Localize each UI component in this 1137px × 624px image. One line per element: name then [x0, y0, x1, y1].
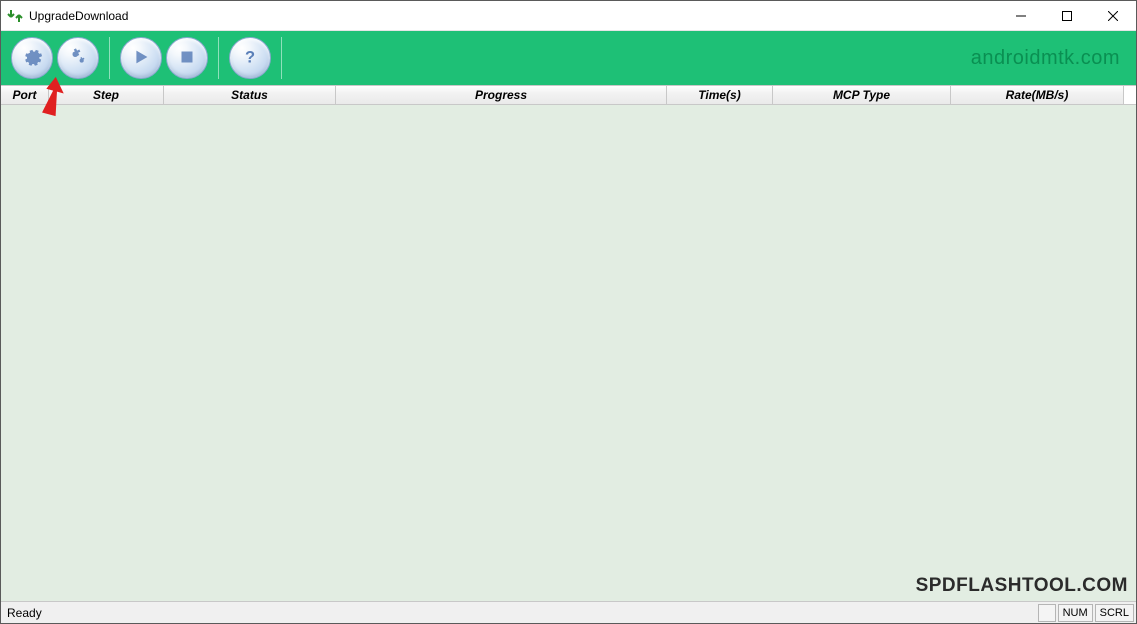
- maximize-button[interactable]: [1044, 1, 1090, 30]
- toolbar-separator: [109, 37, 110, 79]
- brand-text: androidmtk.com: [971, 47, 1120, 70]
- minimize-button[interactable]: [998, 1, 1044, 30]
- stop-button[interactable]: [166, 37, 208, 79]
- close-button[interactable]: [1090, 1, 1136, 30]
- column-header[interactable]: Status: [164, 86, 336, 104]
- column-header[interactable]: Port: [1, 86, 49, 104]
- status-text: Ready: [3, 606, 42, 620]
- column-header[interactable]: Rate(MB/s): [951, 86, 1124, 104]
- toolbar-separator: [281, 37, 282, 79]
- settings-button[interactable]: [11, 37, 53, 79]
- toolbar: ? androidmtk.com: [1, 31, 1136, 85]
- titlebar[interactable]: UpgradeDownload: [1, 1, 1136, 31]
- gear-icon: [21, 46, 43, 71]
- status-indicator-blank: [1038, 604, 1056, 622]
- app-icon: [7, 8, 23, 24]
- column-header[interactable]: MCP Type: [773, 86, 951, 104]
- toolbar-separator: [218, 37, 219, 79]
- help-icon: ?: [239, 46, 261, 71]
- status-indicator-scrl: SCRL: [1095, 604, 1134, 622]
- column-header[interactable]: Step: [49, 86, 164, 104]
- help-button[interactable]: ?: [229, 37, 271, 79]
- column-headers: PortStepStatusProgressTime(s)MCP TypeRat…: [1, 85, 1136, 105]
- status-indicator-num: NUM: [1058, 604, 1093, 622]
- svg-text:?: ?: [245, 48, 255, 66]
- window-controls: [998, 1, 1136, 30]
- play-icon: [130, 46, 152, 71]
- grid-area: SPDFLASHTOOL.COM: [1, 105, 1136, 601]
- app-window: UpgradeDownload: [0, 0, 1137, 624]
- start-button[interactable]: [120, 37, 162, 79]
- statusbar: Ready NUM SCRL: [1, 601, 1136, 623]
- settings2-button[interactable]: [57, 37, 99, 79]
- window-title: UpgradeDownload: [29, 9, 128, 23]
- column-header[interactable]: Progress: [336, 86, 667, 104]
- gears-icon: [67, 46, 89, 71]
- watermark-text: SPDFLASHTOOL.COM: [916, 575, 1128, 597]
- stop-icon: [176, 46, 198, 71]
- column-header[interactable]: Time(s): [667, 86, 773, 104]
